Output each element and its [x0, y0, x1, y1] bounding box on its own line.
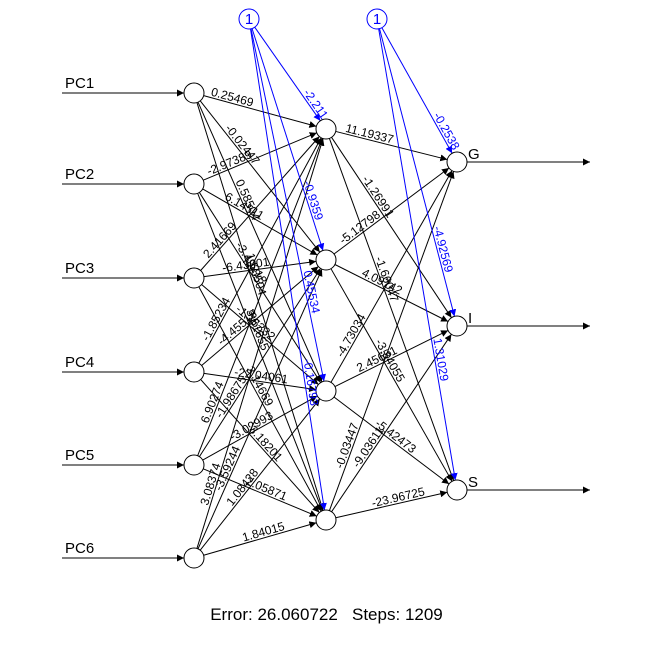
- edge-input-hidden: [198, 137, 322, 364]
- input-label-pc3: PC3: [65, 260, 94, 277]
- edge-hidden-output: [335, 490, 448, 519]
- edge-input-hidden: [203, 132, 317, 181]
- hidden-node: [315, 380, 337, 402]
- edge-input-hidden: [203, 468, 317, 517]
- weight-label: -4.73034: [333, 311, 369, 359]
- edge-input-hidden: [198, 286, 322, 512]
- bias-label: 1: [373, 11, 381, 28]
- bias-label: 1: [245, 11, 253, 28]
- edge-input-hidden: [197, 138, 324, 456]
- edge-hidden-output: [334, 264, 449, 322]
- steps-value: 1209: [404, 605, 443, 624]
- edge-input-hidden: [203, 372, 317, 393]
- error-value: 26.060722: [257, 605, 338, 624]
- edge-input-hidden: [196, 138, 325, 549]
- weight-label: -23.96725: [370, 484, 426, 510]
- bias-edge-hidden: [250, 28, 327, 511]
- output-label-g: G: [468, 146, 480, 163]
- edge-hidden-output: [335, 130, 448, 162]
- bias-edge-hidden: [250, 28, 326, 382]
- output-node: [446, 151, 468, 173]
- edge-hidden-output: [330, 170, 453, 383]
- bias-edge-hidden: [251, 28, 325, 251]
- output-node: [446, 315, 468, 337]
- edge-input-hidden: [199, 100, 321, 253]
- input-label-pc1: PC1: [65, 75, 94, 92]
- bias-edge-output: [379, 28, 457, 317]
- edge-input-hidden: [200, 136, 320, 271]
- bias-node-output: [366, 8, 388, 30]
- output-node: [446, 479, 468, 501]
- hidden-node: [315, 509, 337, 531]
- bias-weight-label: 0.45534: [300, 269, 323, 315]
- edge-input-hidden: [201, 266, 319, 366]
- input-label-pc5: PC5: [65, 447, 94, 464]
- bias-edge-output: [378, 28, 458, 481]
- edge-hidden-output: [331, 137, 452, 318]
- input-node: [183, 454, 205, 476]
- bias-weight-label: -2.211: [301, 86, 332, 121]
- edge-input-hidden: [200, 379, 320, 513]
- edge-input-hidden: [197, 268, 323, 550]
- edge-hidden-output: [328, 171, 455, 511]
- weight-label: 11.19337: [344, 121, 395, 147]
- edge-hidden-output: [331, 334, 452, 512]
- edge-hidden-output: [330, 268, 453, 482]
- edge-hidden-output: [333, 167, 450, 255]
- bias-weight-label: -0.16793: [300, 358, 321, 407]
- input-label-pc6: PC6: [65, 540, 94, 557]
- error-label: Error:: [210, 605, 253, 624]
- edge-input-hidden: [197, 193, 324, 511]
- edge-input-hidden: [202, 395, 318, 461]
- edge-input-hidden: [197, 101, 323, 383]
- hidden-node: [315, 249, 337, 271]
- input-node: [183, 173, 205, 195]
- weight-label: 0.25469: [210, 85, 256, 110]
- connection-layer: [62, 89, 590, 562]
- edge-input-hidden: [201, 284, 319, 385]
- weight-label: -5.12798: [337, 207, 384, 247]
- input-label-pc4: PC4: [65, 354, 94, 371]
- input-node: [183, 361, 205, 383]
- bias-edge-output: [381, 27, 453, 154]
- input-node: [183, 267, 205, 289]
- input-node: [183, 547, 205, 569]
- edge-input-hidden: [199, 398, 321, 551]
- edge-hidden-output: [328, 138, 455, 481]
- bias-edge-hidden: [254, 26, 321, 122]
- weight-label: 1.84015: [241, 519, 287, 545]
- steps-label: Steps:: [352, 605, 401, 624]
- bias-connection-layer: [250, 26, 458, 511]
- edge-input-hidden: [198, 268, 322, 457]
- edge-input-hidden: [203, 95, 317, 128]
- weight-label: -6.43001: [221, 255, 270, 275]
- hidden-node: [315, 118, 337, 140]
- edge-input-hidden: [203, 521, 317, 556]
- output-label-i: I: [468, 310, 472, 327]
- bias-node-hidden: [238, 8, 260, 30]
- input-node: [183, 82, 205, 104]
- bias-weight-label: -4.92569: [430, 224, 456, 274]
- edge-hidden-output: [334, 329, 449, 388]
- output-label-s: S: [468, 474, 478, 491]
- bias-weight-label: -0.2538: [431, 110, 463, 153]
- weight-label-layer: PC1PC2PC3PC4PC5PC60.25469-0.024470.58504…: [65, 75, 480, 557]
- edge-input-hidden: [196, 102, 325, 511]
- input-label-pc2: PC2: [65, 166, 94, 183]
- edge-input-hidden: [203, 258, 317, 278]
- training-summary: Error: 26.060722 Steps: 1209: [0, 605, 653, 625]
- edge-input-hidden: [202, 188, 318, 256]
- edge-hidden-output: [333, 396, 450, 485]
